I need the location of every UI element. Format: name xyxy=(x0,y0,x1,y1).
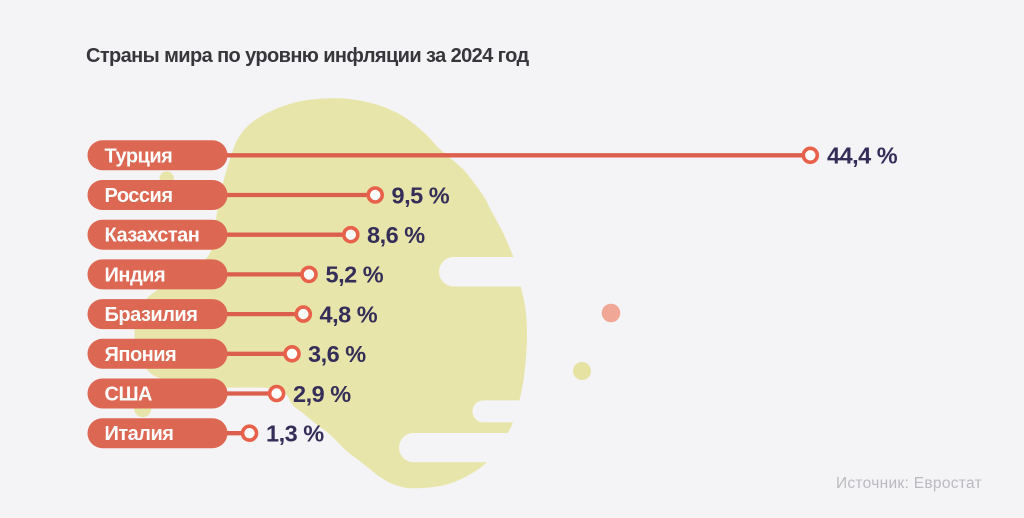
svg-text:Турция: Турция xyxy=(105,145,173,167)
svg-text:Казахстан: Казахстан xyxy=(105,225,200,247)
svg-text:Бразилия: Бразилия xyxy=(105,304,198,326)
svg-text:44,4 %: 44,4 % xyxy=(827,143,898,169)
svg-text:Индия: Индия xyxy=(105,264,166,286)
svg-text:США: США xyxy=(105,384,153,406)
svg-text:Страны мира по уровню инфляции: Страны мира по уровню инфляции за 2024 г… xyxy=(86,45,529,67)
svg-text:1,3 %: 1,3 % xyxy=(266,421,324,447)
svg-text:8,6 %: 8,6 % xyxy=(367,222,425,248)
svg-text:Италия: Италия xyxy=(105,423,174,445)
svg-text:Россия: Россия xyxy=(105,185,173,207)
svg-text:4,8 %: 4,8 % xyxy=(320,301,378,327)
svg-text:3,6 %: 3,6 % xyxy=(308,341,366,367)
svg-text:Япония: Япония xyxy=(105,344,177,366)
svg-text:9,5 %: 9,5 % xyxy=(392,182,450,208)
svg-text:5,2 %: 5,2 % xyxy=(326,262,384,288)
svg-text:2,9 %: 2,9 % xyxy=(293,381,351,407)
svg-text:Источник: Евростат: Источник: Евростат xyxy=(836,475,982,492)
